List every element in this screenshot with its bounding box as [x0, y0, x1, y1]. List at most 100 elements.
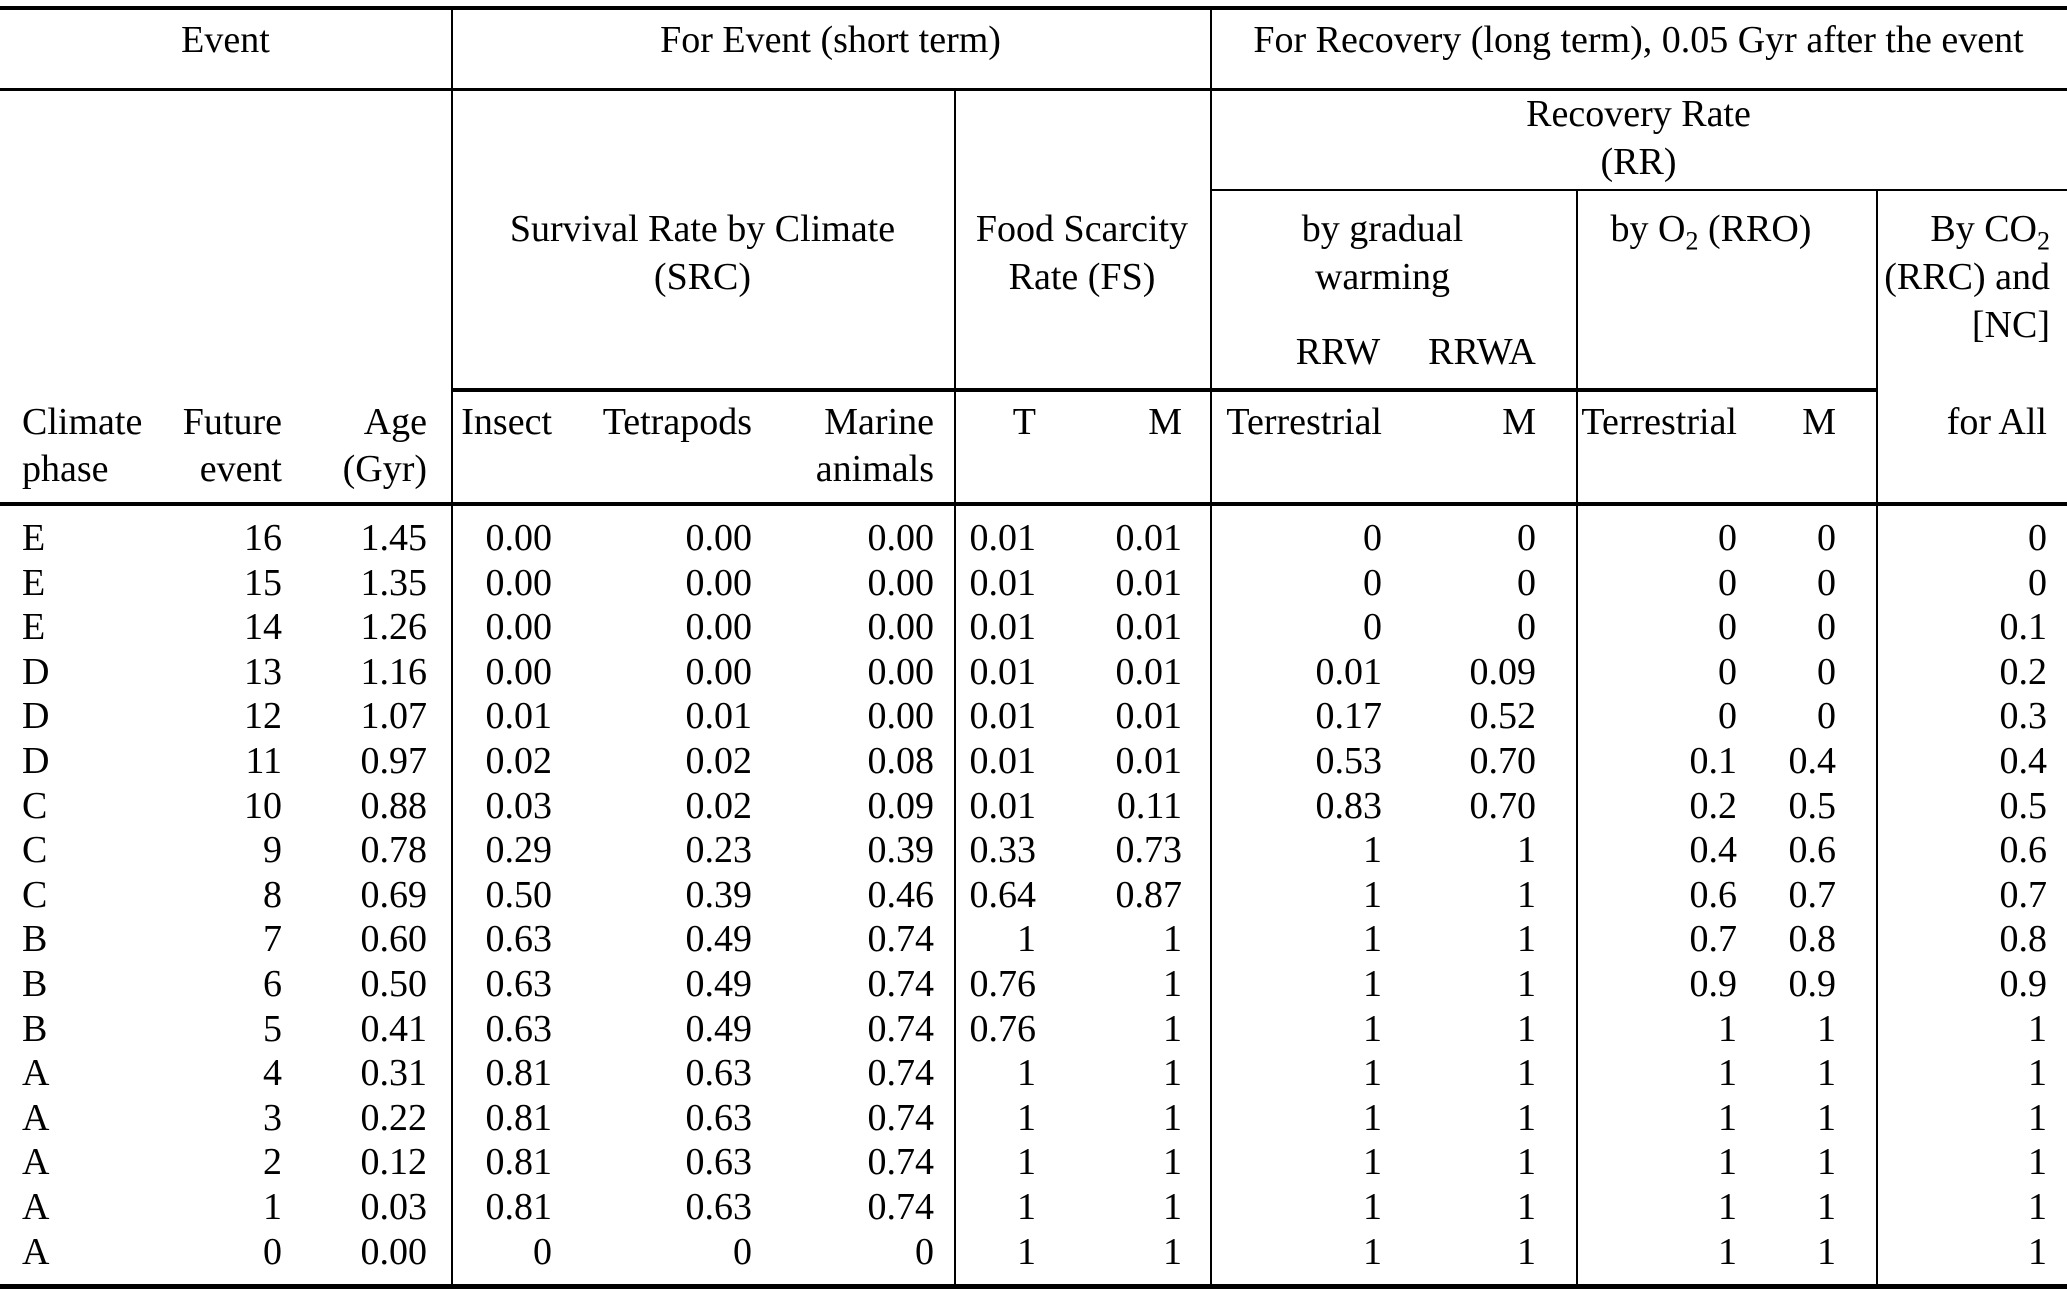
cell-col6: 0.09 [867, 784, 935, 827]
cell-col12: 1 [1817, 1185, 1836, 1228]
cell-col11: 0 [1718, 561, 1737, 604]
cell-col9: 1 [1363, 1096, 1382, 1139]
cell-col2: 8 [263, 873, 282, 916]
cell-col8: 0.01 [1115, 650, 1183, 693]
cell-col2: 3 [263, 1096, 282, 1139]
cell-col12: 0 [1817, 606, 1836, 649]
rule-bottom [0, 1284, 2067, 1289]
cell-col10: 1 [1517, 873, 1536, 916]
rro-label-pre: by O [1610, 208, 1686, 250]
group-header-event: Event [181, 19, 270, 61]
cell-col8: 1 [1163, 918, 1182, 961]
cell-col1: A [22, 1185, 50, 1228]
cell-col1: D [22, 695, 50, 738]
cell-col7: 1 [1017, 1141, 1036, 1184]
cell-col3: 0.50 [360, 962, 428, 1005]
cell-col7: 0.01 [969, 784, 1037, 827]
rro-label-post: (RRO) [1698, 208, 1812, 250]
cell-col7: 1 [1017, 918, 1036, 961]
group-header-for-event: For Event (short term) [660, 19, 1001, 61]
cell-col7: 1 [1017, 1230, 1036, 1273]
table-row: B 7 0.60 0.63 0.49 0.74 1 1 1 1 0.7 0.8 0.8 [0, 917, 2067, 962]
cell-col13: 0.3 [1999, 695, 2048, 738]
colhead-line1: Future [182, 401, 282, 443]
rrw-sublabel: RRW [1295, 331, 1381, 373]
colhead-line1: Climate [22, 401, 143, 443]
colhead-rro-terrestrial: Terrestrial [1578, 391, 1763, 493]
rrc-group-header: By CO2 (RRC) and [NC] [1878, 205, 2050, 349]
cell-col1: E [22, 517, 46, 559]
cell-col8: 1 [1163, 1052, 1182, 1095]
cell-col9: 1 [1363, 962, 1382, 1005]
colhead-line2: animals [815, 448, 934, 490]
cell-col7: 0.76 [969, 1007, 1037, 1050]
fs-group-header: Food Scarcity Rate (FS) [954, 205, 1210, 301]
cell-col10: 1 [1517, 1230, 1536, 1273]
colhead-fs-m: M [1056, 391, 1212, 493]
table-row: B 6 0.50 0.63 0.49 0.74 0.76 1 1 1 0.9 0.9 0.9 [0, 962, 2067, 1007]
colhead-tetrapods: Tetrapods [568, 391, 768, 493]
cell-col9: 1 [1363, 1230, 1382, 1273]
cell-col4: 0.00 [485, 561, 553, 604]
cell-col6: 0.08 [867, 739, 935, 782]
cell-col5: 0.00 [685, 561, 753, 604]
cell-col11: 0 [1718, 650, 1737, 693]
colhead-line1: for All [1946, 401, 2047, 443]
colhead-line1: Tetrapods [602, 401, 752, 443]
src-line1: Survival Rate by Climate [509, 208, 896, 250]
cell-col9: 0.01 [1315, 650, 1383, 693]
cell-col2: 13 [244, 650, 282, 693]
cell-col3: 1.07 [360, 695, 428, 738]
cell-col12: 0.8 [1788, 918, 1837, 961]
cell-col4: 0.63 [485, 918, 553, 961]
cell-col12: 1 [1817, 1096, 1836, 1139]
cell-col9: 1 [1363, 1185, 1382, 1228]
cell-col13: 1 [2028, 1007, 2047, 1050]
cell-col10: 0.70 [1469, 784, 1537, 827]
cell-col3: 1.26 [360, 606, 428, 649]
cell-col12: 0 [1817, 517, 1836, 559]
cell-col3: 0.88 [360, 784, 428, 827]
cell-col8: 1 [1163, 1007, 1182, 1050]
colhead-rrwa-m: M [1402, 391, 1578, 493]
cell-col10: 0 [1517, 561, 1536, 604]
cell-col13: 0.1 [1999, 606, 2048, 649]
cell-col4: 0.29 [485, 829, 553, 872]
cell-col10: 1 [1517, 829, 1536, 872]
recovery-rate-line1: Recovery Rate [1526, 93, 1751, 135]
rrc-line1: By CO2 [1878, 205, 2050, 254]
rrwa-sublabel: RRWA [1428, 331, 1536, 373]
cell-col2: 1 [263, 1185, 282, 1228]
cell-col10: 0.52 [1469, 695, 1537, 738]
rrc-line2: (RRC) and [1884, 256, 2050, 298]
cell-col3: 0.03 [360, 1185, 428, 1228]
cell-col8: 1 [1163, 1185, 1182, 1228]
colhead-age: Age (Gyr) [290, 391, 453, 493]
cell-col11: 1 [1718, 1230, 1737, 1273]
cell-col7: 0.33 [969, 829, 1037, 872]
cell-col5: 0.49 [685, 1007, 753, 1050]
cell-col5: 0 [733, 1230, 752, 1273]
colhead-insect: Insect [453, 391, 568, 493]
cell-col1: A [22, 1052, 50, 1095]
cell-col5: 0.02 [685, 739, 753, 782]
cell-col8: 0.01 [1115, 695, 1183, 738]
warming-group-header: by gradual warming [1210, 205, 1555, 301]
cell-col13: 0 [2028, 561, 2047, 604]
colhead-line1: T [1012, 401, 1036, 443]
cell-col13: 1 [2028, 1096, 2047, 1139]
cell-col4: 0.00 [485, 517, 553, 559]
cell-col9: 1 [1363, 873, 1382, 916]
rule-mid-groups [451, 388, 1878, 392]
cell-col10: 0.70 [1469, 739, 1537, 782]
cell-col12: 1 [1817, 1052, 1836, 1095]
table-row: D 13 1.16 0.00 0.00 0.00 0.01 0.01 0.01 0.09 0 0 0.2 [0, 650, 2067, 695]
rrc-label-pre: By CO [1930, 208, 2037, 250]
cell-col7: 0.64 [969, 873, 1037, 916]
cell-col12: 0.7 [1788, 873, 1837, 916]
cell-col11: 1 [1718, 1141, 1737, 1184]
data-table: E 16 1.45 0.00 0.00 0.00 0.01 0.01 0 0 0 0 0 E 15 1.35 0… [0, 516, 2067, 1274]
cell-col8: 1 [1163, 1096, 1182, 1139]
colhead-future-event: Future event [170, 391, 290, 493]
cell-col5: 0.02 [685, 784, 753, 827]
